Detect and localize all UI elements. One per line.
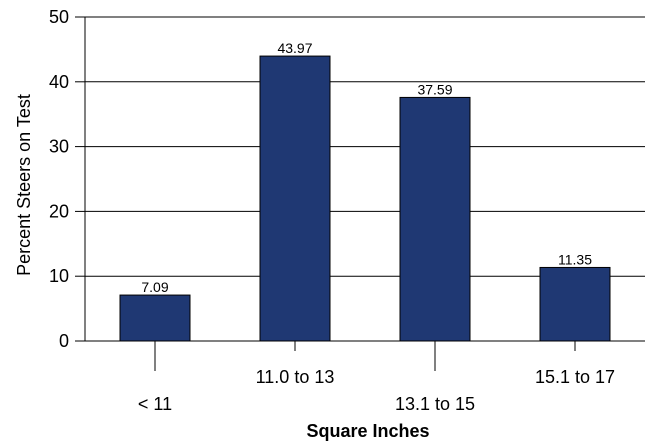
x-tick-label: 15.1 to 17	[535, 367, 615, 387]
axes	[75, 16, 645, 371]
gridlines	[85, 16, 645, 277]
x-tick-label: 11.0 to 13	[256, 367, 335, 387]
data-labels: 7.09 43.97 37.59 11.35	[141, 40, 592, 295]
bar	[119, 294, 191, 342]
y-axis-title: Percent Steers on Test	[14, 94, 34, 276]
x-tick-label: < 11	[138, 394, 172, 414]
data-label: 11.35	[558, 251, 592, 267]
x-tick-label: 13.1 to 15	[395, 394, 475, 414]
data-label: 43.97	[277, 40, 312, 56]
y-tick-label: 20	[49, 201, 69, 221]
x-tick-labels: < 11 11.0 to 13 13.1 to 15 15.1 to 17	[138, 367, 615, 414]
bar	[259, 55, 331, 342]
y-tick-label: 40	[49, 72, 69, 92]
y-tick-label: 50	[49, 7, 69, 27]
y-tick-label: 10	[49, 266, 69, 286]
data-label: 7.09	[141, 279, 168, 295]
y-tick-label: 30	[49, 137, 69, 157]
bar	[539, 266, 611, 342]
y-tick-label: 0	[59, 331, 69, 351]
x-axis-title: Square Inches	[306, 421, 429, 441]
bar	[399, 96, 471, 342]
y-tick-labels: 0 10 20 30 40 50	[49, 7, 69, 351]
data-label: 37.59	[417, 81, 452, 97]
bars	[119, 55, 611, 342]
